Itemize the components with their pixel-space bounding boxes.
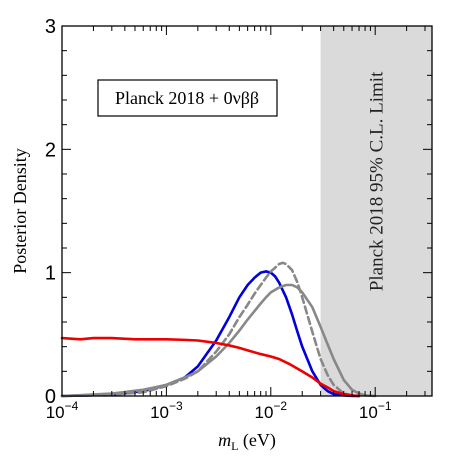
plot-frame	[61, 25, 433, 397]
series-line-1	[60, 270, 361, 398]
x-tick-label-base: 10	[46, 403, 65, 422]
y-tick-label: 1	[45, 263, 56, 285]
series-line-4	[60, 336, 361, 398]
y-tick-label: 0	[45, 386, 56, 408]
x-tick-label-base: 10	[254, 403, 273, 422]
x-tick-label-exp: −2	[273, 399, 287, 413]
x-tick-label: 10−2	[254, 399, 287, 422]
x-axis-label-main: m	[218, 430, 231, 450]
planck-limit-label: Planck 2018 95% C.L. Limit	[366, 71, 387, 291]
y-tick-label: 3	[45, 16, 56, 38]
x-tick-label-exp: −4	[65, 399, 79, 413]
x-tick-label: 10−3	[150, 399, 183, 422]
y-axis-label: Posterior Density	[10, 148, 30, 274]
series-line-3	[60, 283, 377, 398]
series-layer	[60, 261, 377, 398]
y-tick-label: 2	[45, 139, 56, 161]
planck-limit-region	[320, 26, 432, 396]
annotation-box	[97, 79, 278, 117]
x-axis-label: mL (eV)	[218, 430, 276, 453]
x-tick-label: 10−1	[359, 399, 392, 422]
x-tick-label-base: 10	[359, 403, 378, 422]
x-tick-label-exp: −1	[378, 399, 392, 413]
annotation-text: Planck 2018 + 0νββ	[115, 88, 259, 108]
x-tick-label-exp: −3	[169, 399, 183, 413]
x-axis-label-unit: (eV)	[238, 430, 275, 451]
x-tick-label-base: 10	[150, 403, 169, 422]
x-tick-label: 10−4	[46, 399, 79, 422]
x-axis-label-sub: L	[231, 439, 238, 453]
